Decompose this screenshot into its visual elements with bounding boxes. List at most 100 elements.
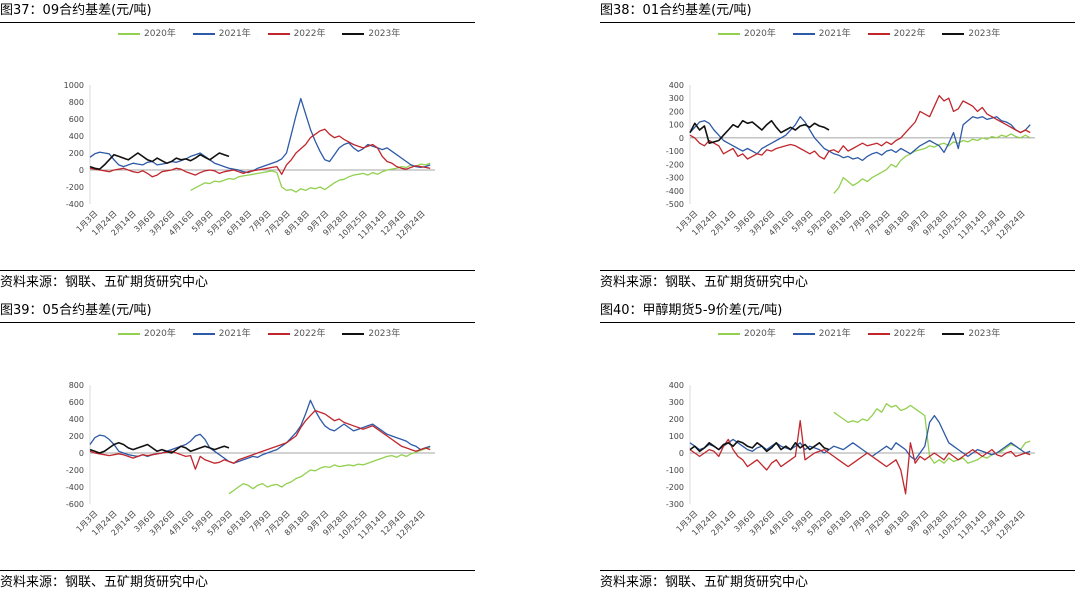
series-line-2021 [689,116,1031,162]
y-tick-label: -400 [666,187,684,196]
y-tick-label: 300 [669,398,684,407]
chart-title: 图37：09合约基差(元/吨) [0,0,475,23]
series-line-2022 [689,420,1031,495]
chart-panel-40: 图40：甲醇期货5-9价差(元/吨) 2020年 2021年 2022年 202… [600,300,1075,595]
legend-label: 2021年 [818,329,851,339]
y-tick-label: -300 [666,500,684,509]
legend-label: 2020年 [144,29,176,39]
y-tick-label: -200 [666,160,684,169]
y-tick-label: 200 [69,432,84,441]
y-tick-label: 0 [679,449,684,458]
legend-label: 2023年 [368,29,401,39]
y-tick-label: 0 [79,166,84,175]
legend-label: 2023年 [968,329,1001,339]
y-tick-label: 0 [79,449,84,458]
chart-source: 资料来源：钢联、五矿期货研究中心 [600,270,1075,295]
y-tick-label: -400 [66,483,84,492]
chart-panel-39: 图39：05合约基差(元/吨) 2020年 2021年 2022年 2023年 … [0,300,475,595]
legend-item-2020: 2020年 [718,26,776,39]
y-tick-label: -100 [666,466,684,475]
legend-item-2023: 2023年 [942,326,1000,339]
y-tick-label: -500 [666,200,684,209]
legend-item-2021: 2021年 [192,326,251,339]
y-tick-label: 800 [69,381,84,390]
y-tick-label: 800 [69,98,84,107]
legend-label: 2021年 [218,329,251,339]
series-line-2021 [89,399,431,464]
y-tick-label: -100 [666,147,684,156]
chart-plot: 10008006004002000-200-4001月3日1月24日2月14日3… [64,81,435,241]
legend-item-2023: 2023年 [942,26,1000,39]
series-line-2020 [228,446,431,495]
chart-plot: 8006004002000-200-400-6001月3日1月24日2月14日3… [66,381,435,541]
chart-source: 资料来源：钢联、五矿期货研究中心 [0,270,475,295]
y-tick-label: 400 [669,81,684,90]
legend-label: 2021年 [218,29,251,39]
y-tick-label: 400 [69,415,84,424]
y-tick-label: 200 [69,149,84,158]
series-line-2023 [89,152,230,170]
legend-label: 2020年 [144,329,176,339]
series-line-2021 [89,97,431,174]
y-tick-label: 300 [669,94,684,103]
y-tick-label: 100 [669,432,684,441]
legend-item-2020: 2020年 [118,326,176,339]
chart-panel-38: 图38：01合约基差(元/吨) 2020年 2021年 2022年 2023年 … [600,0,1075,295]
legend-item-2022: 2022年 [867,326,926,339]
y-tick-label: 600 [69,115,84,124]
legend-label: 2023年 [968,29,1001,39]
series-line-2023 [89,442,230,454]
y-tick-label: 400 [69,132,84,141]
series-line-2023 [689,440,830,453]
legend-label: 2022年 [893,329,926,339]
chart-source: 资料来源：钢联、五矿期货研究中心 [0,570,475,595]
series-line-2021 [689,414,1031,461]
chart-title: 图40：甲醇期货5-9价差(元/吨) [600,300,1075,323]
legend-label: 2020年 [744,29,776,39]
series-line-2020 [190,162,431,193]
y-tick-label: 200 [669,107,684,116]
y-tick-label: -600 [66,500,84,509]
y-tick-label: 600 [69,398,84,407]
legend-item-2023: 2023年 [342,26,400,39]
chart-source: 资料来源：钢联、五矿期货研究中心 [600,570,1075,595]
legend-label: 2022年 [893,29,926,39]
series-line-2022 [689,94,1031,160]
y-tick-label: 1000 [64,81,84,90]
legend-item-2023: 2023年 [342,326,400,339]
chart-panel-37: 图37：09合约基差(元/吨) 2020年 2021年 2022年 2023年 … [0,0,475,295]
legend-label: 2021年 [818,29,851,39]
legend-item-2022: 2022年 [867,26,926,39]
series-line-2022 [89,409,431,470]
legend-item-2021: 2021年 [792,326,851,339]
legend-item-2021: 2021年 [792,26,851,39]
chart-legend: 2020年 2021年 2022年 2023年 [718,326,1014,339]
legend-label: 2023年 [368,329,401,339]
legend-item-2022: 2022年 [267,26,326,39]
y-tick-label: 100 [669,121,684,130]
y-tick-label: -400 [66,200,84,209]
legend-item-2020: 2020年 [118,26,176,39]
chart-legend: 2020年 2021年 2022年 2023年 [118,26,414,39]
chart-plot: 4003002001000-100-200-3001月3日1月24日2月14日3… [666,381,1035,541]
y-tick-label: 0 [679,134,684,143]
series-line-2023 [689,119,830,144]
chart-legend: 2020年 2021年 2022年 2023年 [718,26,1014,39]
y-tick-label: -300 [666,174,684,183]
legend-label: 2022年 [293,329,326,339]
series-line-2022 [89,128,431,178]
y-tick-label: -200 [66,466,84,475]
legend-item-2022: 2022年 [267,326,326,339]
chart-title: 图39：05合约基差(元/吨) [0,300,475,323]
legend-item-2021: 2021年 [192,26,251,39]
legend-label: 2020年 [744,329,776,339]
y-tick-label: 200 [669,415,684,424]
y-tick-label: -200 [666,483,684,492]
chart-legend: 2020年 2021年 2022年 2023年 [118,326,414,339]
y-tick-label: -200 [66,183,84,192]
series-line-2020 [833,133,1031,194]
legend-item-2020: 2020年 [718,326,776,339]
chart-plot: 4003002001000-100-200-300-400-5001月3日1月2… [666,81,1035,241]
legend-label: 2022年 [293,29,326,39]
chart-title: 图38：01合约基差(元/吨) [600,0,1075,23]
